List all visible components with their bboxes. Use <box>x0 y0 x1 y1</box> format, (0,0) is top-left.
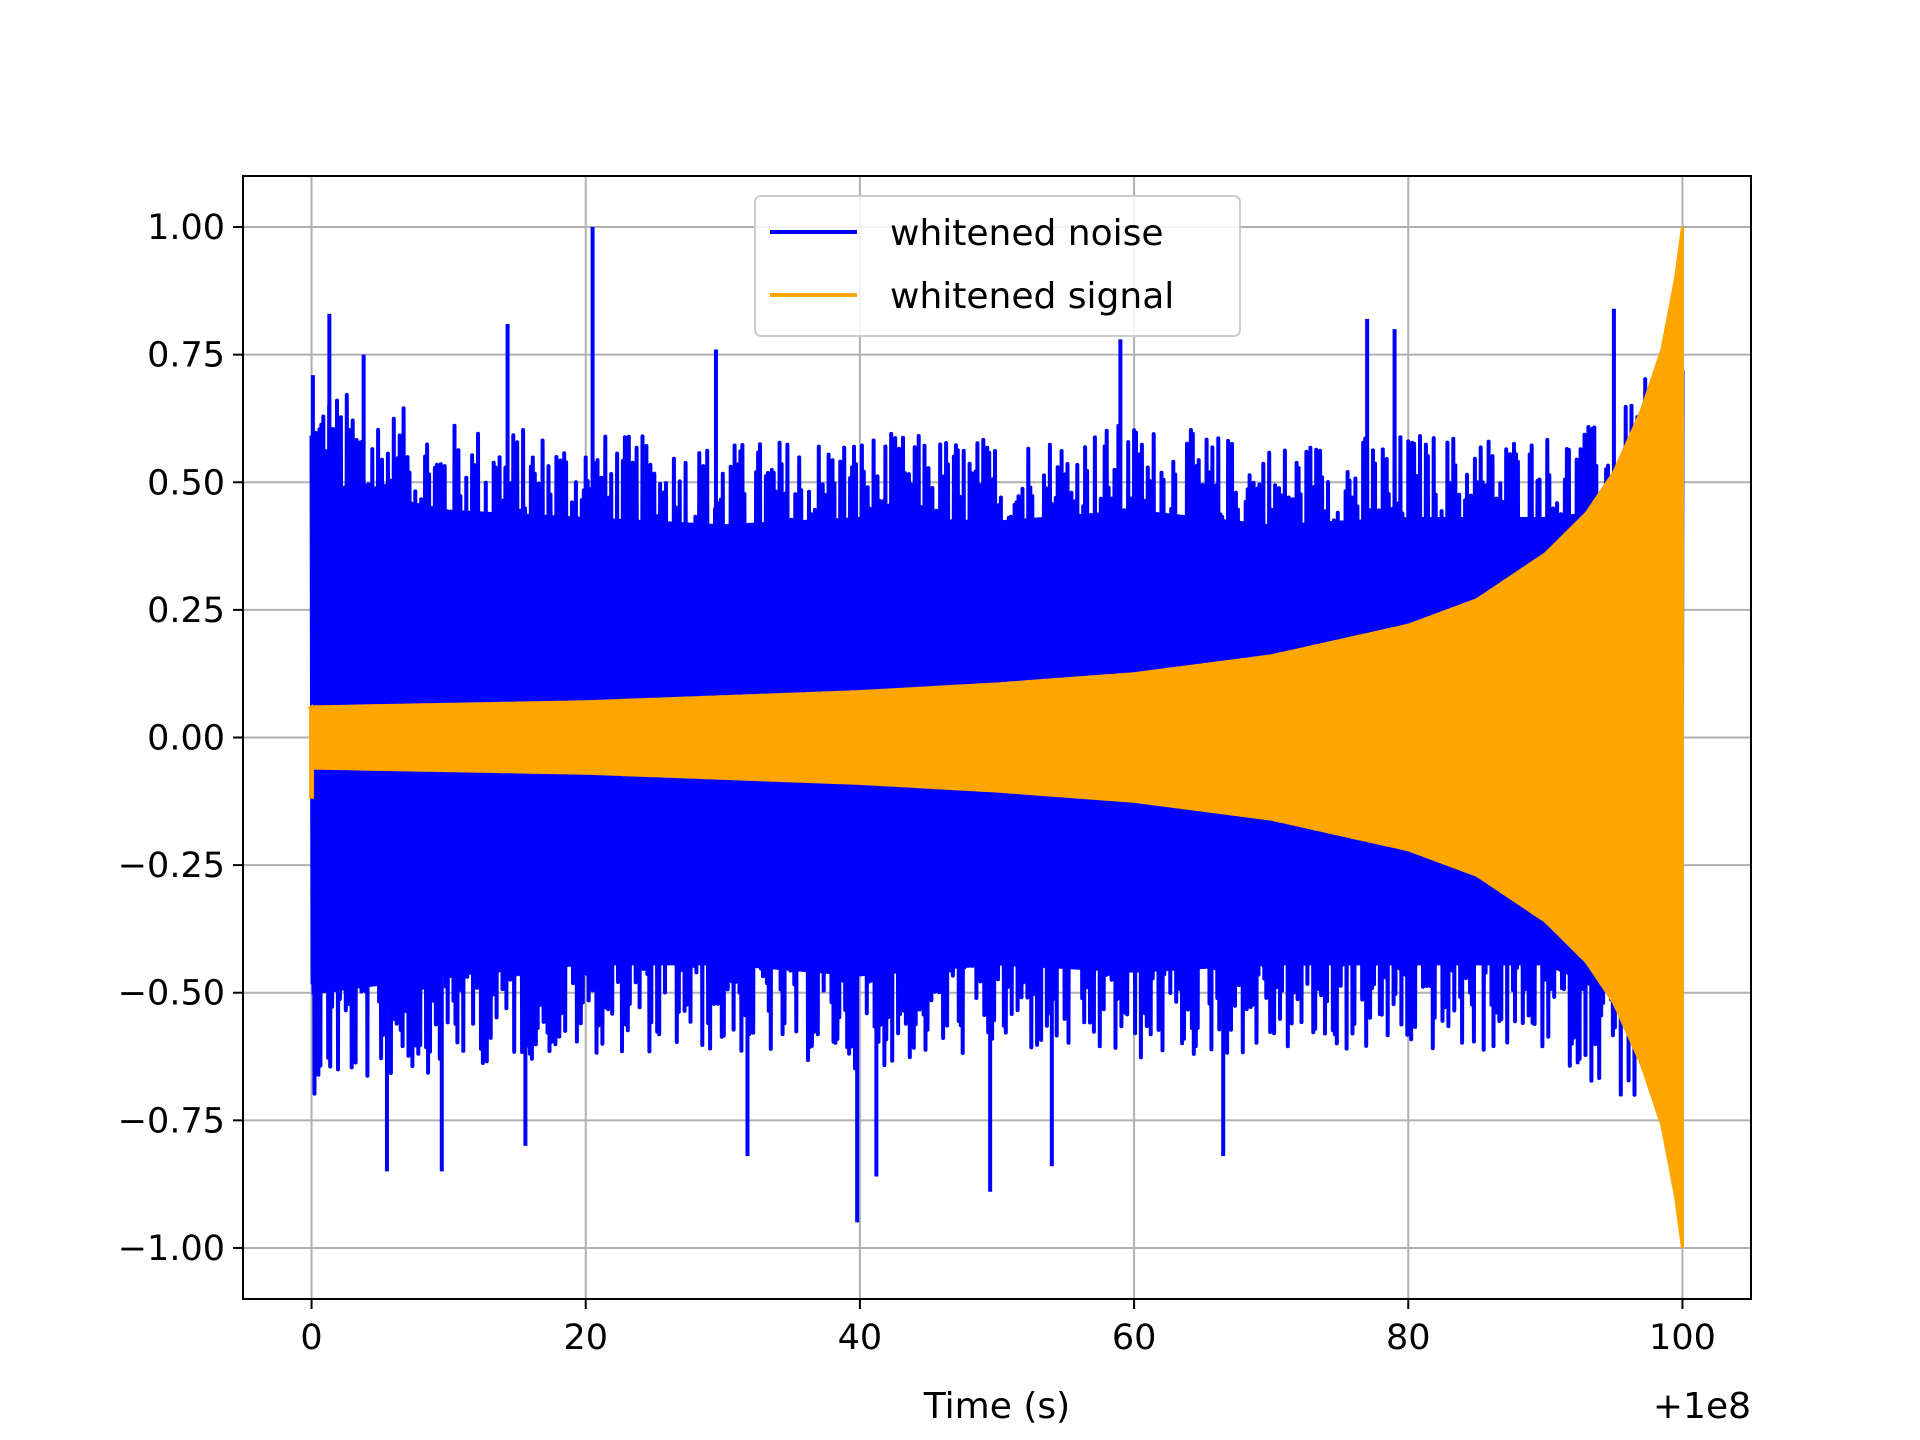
plot-area <box>305 226 1685 1249</box>
signal-fill <box>305 226 1684 1249</box>
y-tick-label: −0.75 <box>118 1101 225 1141</box>
y-tick-label: 0.25 <box>147 591 225 631</box>
x-tick-label: 100 <box>1649 1318 1716 1358</box>
legend-label-noise: whitened noise <box>890 213 1164 254</box>
x-tick-label: 20 <box>563 1318 608 1358</box>
y-tick-label: −1.00 <box>118 1229 225 1269</box>
y-tick-label: −0.25 <box>118 846 225 886</box>
y-tick-label: 0.75 <box>147 336 225 376</box>
x-tick-label: 0 <box>300 1318 322 1358</box>
x-axis-label: Time (s) <box>923 1386 1070 1427</box>
y-tick-label: −0.50 <box>118 974 225 1014</box>
legend-label-signal: whitened signal <box>890 276 1174 317</box>
x-axis-ticks: 0 20 40 60 80 100 <box>300 1299 1716 1358</box>
x-tick-label: 60 <box>1112 1318 1157 1358</box>
y-tick-label: 0.00 <box>147 719 225 759</box>
y-tick-label: 0.50 <box>147 463 225 503</box>
signal-series <box>305 226 1684 1249</box>
x-offset-label: +1e8 <box>1653 1386 1751 1427</box>
y-axis-ticks: 1.00 0.75 0.50 0.25 0.00 −0.25 −0.50 −0.75 −1.00 <box>118 208 243 1269</box>
y-tick-label: 1.00 <box>147 208 225 248</box>
legend-box <box>754 195 1241 337</box>
x-tick-label: 40 <box>838 1318 883 1358</box>
legend: whitened noise whitened signal <box>754 195 1241 337</box>
x-tick-label: 80 <box>1386 1318 1431 1358</box>
